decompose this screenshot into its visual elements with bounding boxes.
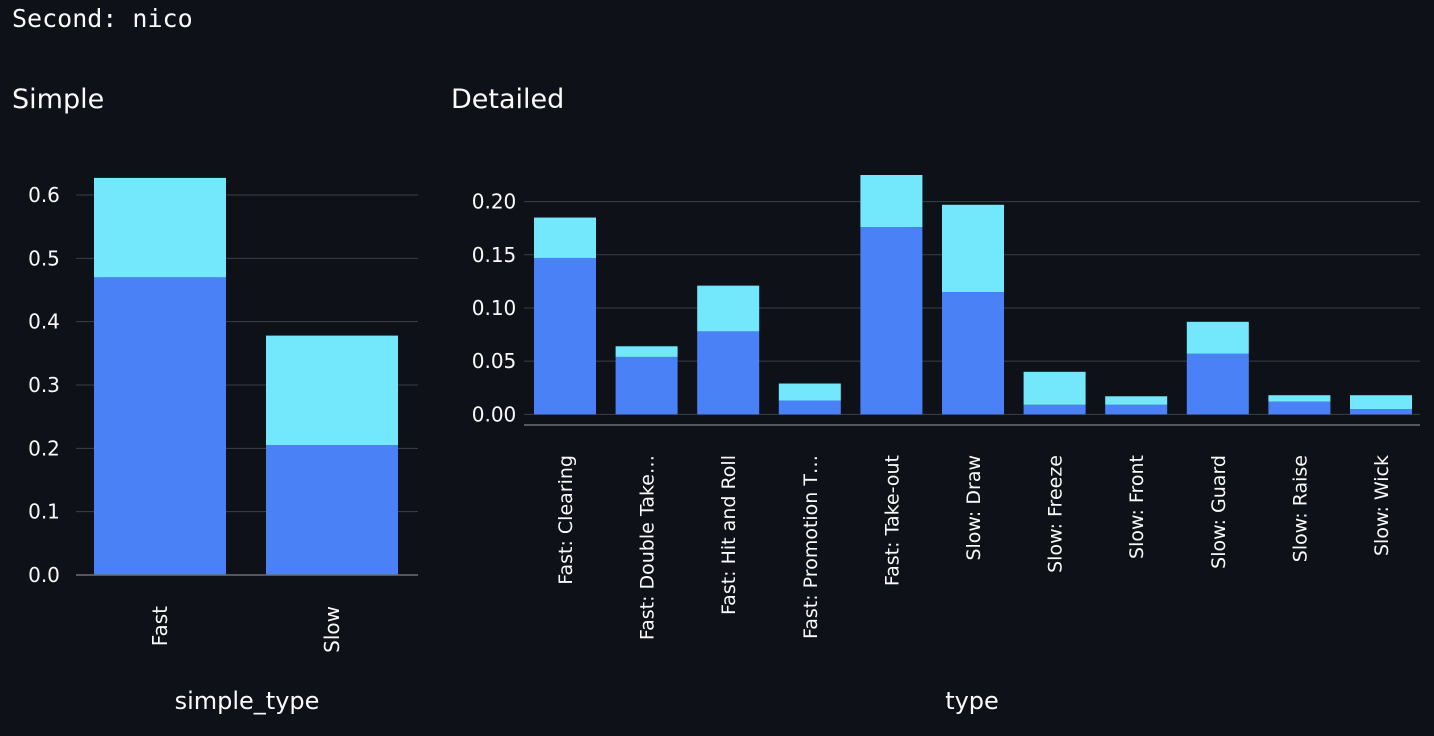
detailed-bar-lower (615, 356, 678, 415)
simple-bar-lower (94, 277, 226, 575)
simple-chart-title: Simple (12, 84, 105, 115)
detailed-bar-upper (1105, 396, 1168, 405)
simple-bar-upper (266, 335, 398, 446)
detailed-bar-lower (1186, 353, 1249, 415)
detailed-bar-upper (778, 383, 841, 401)
detailed-bar-lower (534, 257, 596, 415)
detailed-category-label: Fast: Hit and Roll (718, 455, 740, 615)
detailed-category-label: Slow: Wick (1371, 455, 1393, 556)
detailed-category-label: Fast: Take-out (881, 455, 903, 586)
simple-ytick-label: 0.0 (28, 563, 60, 587)
detailed-category-label: Fast: Clearing (555, 455, 577, 585)
detailed-bar-upper (534, 217, 596, 258)
detailed-category-label: Slow: Front (1126, 455, 1148, 559)
detailed-bar-lower (942, 292, 1004, 415)
simple-ytick-label: 0.2 (28, 436, 60, 460)
simple-ytick-label: 0.3 (28, 373, 60, 397)
simple-ytick-label: 0.4 (28, 310, 60, 334)
detailed-bar-lower (1350, 409, 1412, 415)
simple-ytick-label: 0.6 (28, 183, 60, 207)
detailed-category-label: Slow: Raise (1289, 455, 1311, 562)
simple-bar-lower (266, 445, 398, 575)
detailed-bar-upper (1268, 395, 1331, 402)
detailed-chart-title: Detailed (451, 84, 565, 115)
detailed-ytick-label: 0.20 (472, 190, 517, 214)
detailed-bar-lower (1105, 404, 1168, 415)
simple-x-axis-title: simple_type (175, 687, 320, 715)
detailed-category-label: Fast: Double Take… (637, 455, 659, 640)
detailed-category-label: Slow: Freeze (1045, 455, 1067, 573)
detailed-bar-lower (778, 400, 841, 415)
detailed-bar-lower (1268, 401, 1331, 415)
detailed-x-axis-title: type (945, 687, 999, 715)
detailed-ytick-label: 0.00 (472, 402, 517, 426)
detailed-category-label: Slow: Guard (1208, 455, 1230, 569)
detailed-category-label: Fast: Promotion T… (800, 455, 822, 639)
detailed-bar-lower (697, 331, 760, 415)
simple-ytick-label: 0.5 (28, 246, 60, 270)
detailed-bar-upper (1023, 371, 1086, 405)
simple-category-label: Fast (148, 606, 172, 646)
simple-ytick-label: 0.1 (28, 500, 60, 524)
detailed-bar-lower (1023, 404, 1086, 415)
detailed-bar-upper (1186, 321, 1249, 354)
detailed-bar-upper (942, 204, 1004, 293)
detailed-bar-upper (697, 285, 760, 332)
detailed-bar-upper (1350, 395, 1412, 410)
simple-category-label: Slow (320, 606, 344, 653)
detailed-ytick-label: 0.05 (472, 349, 517, 373)
detailed-category-label: Slow: Draw (963, 455, 985, 561)
simple-bar-upper (94, 177, 226, 278)
detailed-bar-lower (860, 227, 923, 415)
detailed-bar-upper (615, 346, 678, 357)
detailed-bar-upper (860, 175, 923, 228)
detailed-ytick-label: 0.10 (472, 296, 517, 320)
detailed-ytick-label: 0.15 (472, 243, 517, 267)
header-code-text: Second: nico (12, 4, 193, 33)
